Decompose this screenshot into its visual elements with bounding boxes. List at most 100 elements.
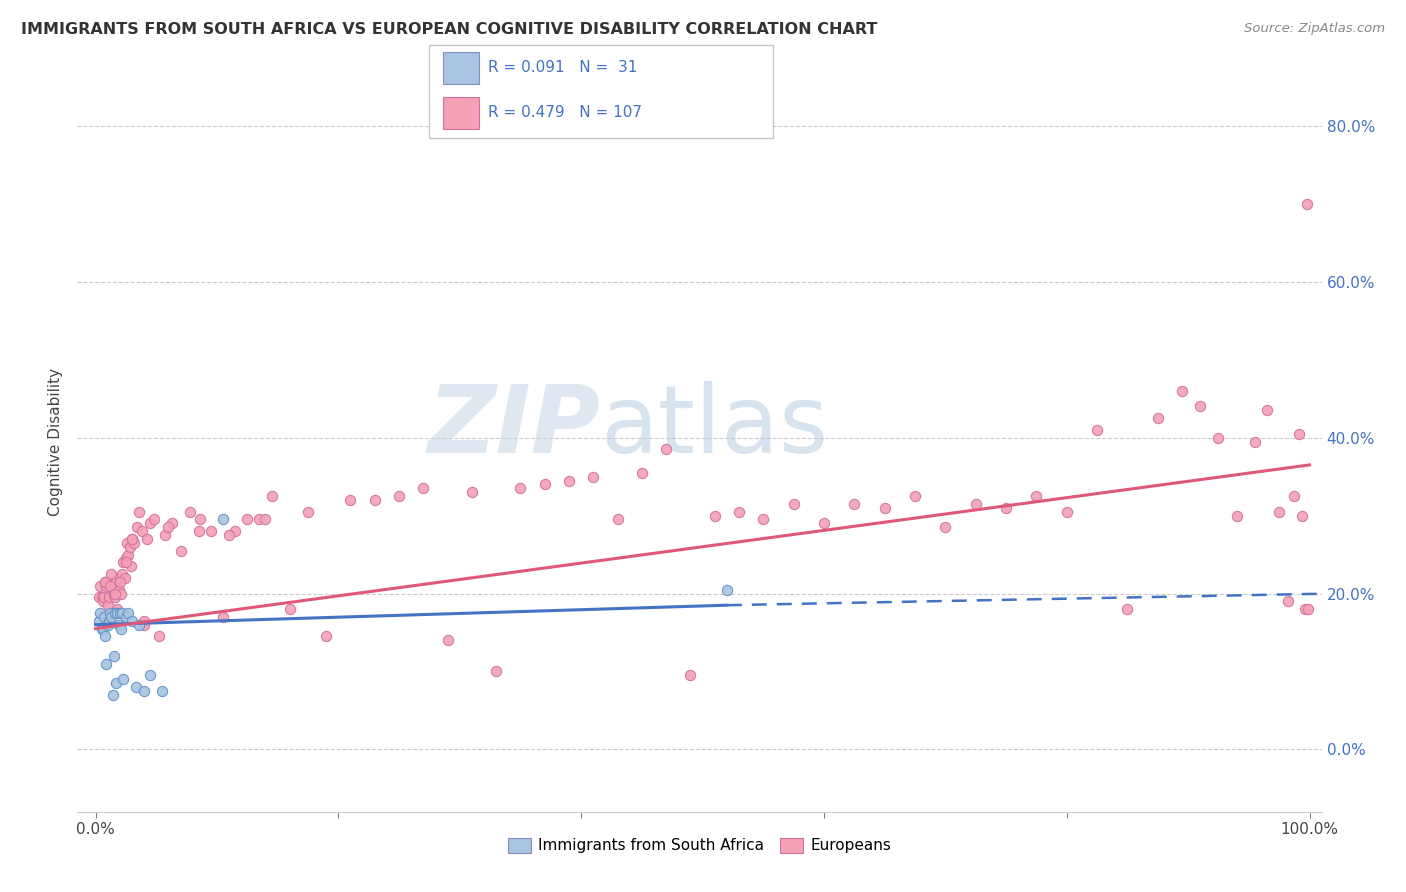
Point	[110, 622, 132, 636]
Point	[187, 524, 209, 538]
Point	[111, 606, 134, 620]
Point	[110, 586, 132, 600]
Point	[89, 591, 111, 605]
Point	[98, 579, 121, 593]
Point	[91, 622, 114, 636]
Point	[752, 512, 775, 526]
Point	[104, 591, 127, 605]
Point	[412, 481, 434, 495]
Point	[461, 485, 484, 500]
Point	[1146, 411, 1168, 425]
Point	[995, 500, 1018, 515]
Point	[121, 614, 143, 628]
Point	[1226, 508, 1249, 523]
Point	[97, 617, 120, 632]
Text: ZIP: ZIP	[427, 381, 600, 473]
Point	[90, 622, 112, 636]
Point	[1116, 602, 1139, 616]
Point	[96, 579, 118, 593]
Point	[249, 512, 271, 526]
Point	[101, 606, 124, 620]
Point	[142, 512, 165, 526]
Point	[118, 540, 141, 554]
Point	[934, 520, 956, 534]
Point	[98, 574, 121, 589]
Point	[844, 497, 866, 511]
Point	[139, 668, 162, 682]
Point	[1025, 489, 1047, 503]
Point	[135, 532, 157, 546]
Point	[965, 497, 987, 511]
Text: IMMIGRANTS FROM SOUTH AFRICA VS EUROPEAN COGNITIVE DISABILITY CORRELATION CHART: IMMIGRANTS FROM SOUTH AFRICA VS EUROPEAN…	[21, 22, 877, 37]
Point	[108, 571, 131, 585]
Point	[125, 520, 148, 534]
Point	[103, 586, 125, 600]
Point	[96, 657, 118, 671]
Point	[606, 512, 628, 526]
Point	[97, 598, 120, 612]
Point	[157, 520, 180, 534]
Point	[630, 466, 652, 480]
Point	[105, 574, 128, 589]
Point	[1085, 423, 1108, 437]
Point	[103, 648, 125, 663]
Point	[254, 512, 277, 526]
Point	[169, 543, 191, 558]
Point	[160, 516, 183, 531]
Text: Source: ZipAtlas.com: Source: ZipAtlas.com	[1244, 22, 1385, 36]
Point	[655, 442, 678, 457]
Point	[124, 536, 146, 550]
Point	[115, 610, 138, 624]
Point	[1298, 602, 1320, 616]
Point	[94, 629, 117, 643]
Point	[121, 532, 143, 546]
Point	[728, 505, 751, 519]
Point	[131, 524, 153, 538]
Point	[105, 606, 128, 620]
Point	[153, 528, 176, 542]
Point	[97, 614, 120, 628]
Point	[104, 586, 127, 600]
Point	[107, 582, 129, 597]
Point	[132, 617, 155, 632]
Point	[139, 516, 162, 531]
Point	[1296, 197, 1319, 211]
Point	[94, 574, 117, 589]
Point	[179, 505, 201, 519]
Point	[813, 516, 835, 531]
Point	[115, 551, 138, 566]
Point	[89, 614, 111, 628]
Point	[93, 591, 115, 605]
Point	[873, 500, 896, 515]
Point	[782, 497, 804, 511]
Point	[115, 555, 138, 569]
Point	[128, 617, 150, 632]
Text: atlas: atlas	[600, 381, 828, 473]
Point	[94, 574, 117, 589]
Point	[114, 571, 136, 585]
Point	[101, 688, 124, 702]
Point	[1294, 602, 1316, 616]
Point	[1282, 489, 1305, 503]
Text: R = 0.091   N =  31: R = 0.091 N = 31	[488, 60, 637, 75]
Point	[98, 606, 121, 620]
Point	[1268, 505, 1291, 519]
Point	[107, 617, 129, 632]
Point	[1256, 403, 1278, 417]
Point	[100, 610, 122, 624]
Point	[533, 477, 555, 491]
Point	[111, 567, 134, 582]
Point	[1208, 431, 1230, 445]
Point	[97, 591, 120, 605]
Point	[679, 668, 702, 682]
Point	[100, 567, 122, 582]
Point	[364, 493, 387, 508]
Point	[582, 469, 605, 483]
Point	[105, 676, 128, 690]
Point	[112, 672, 135, 686]
Point	[117, 548, 139, 562]
Point	[128, 505, 150, 519]
Point	[1056, 505, 1078, 519]
Point	[260, 489, 283, 503]
Point	[91, 594, 114, 608]
